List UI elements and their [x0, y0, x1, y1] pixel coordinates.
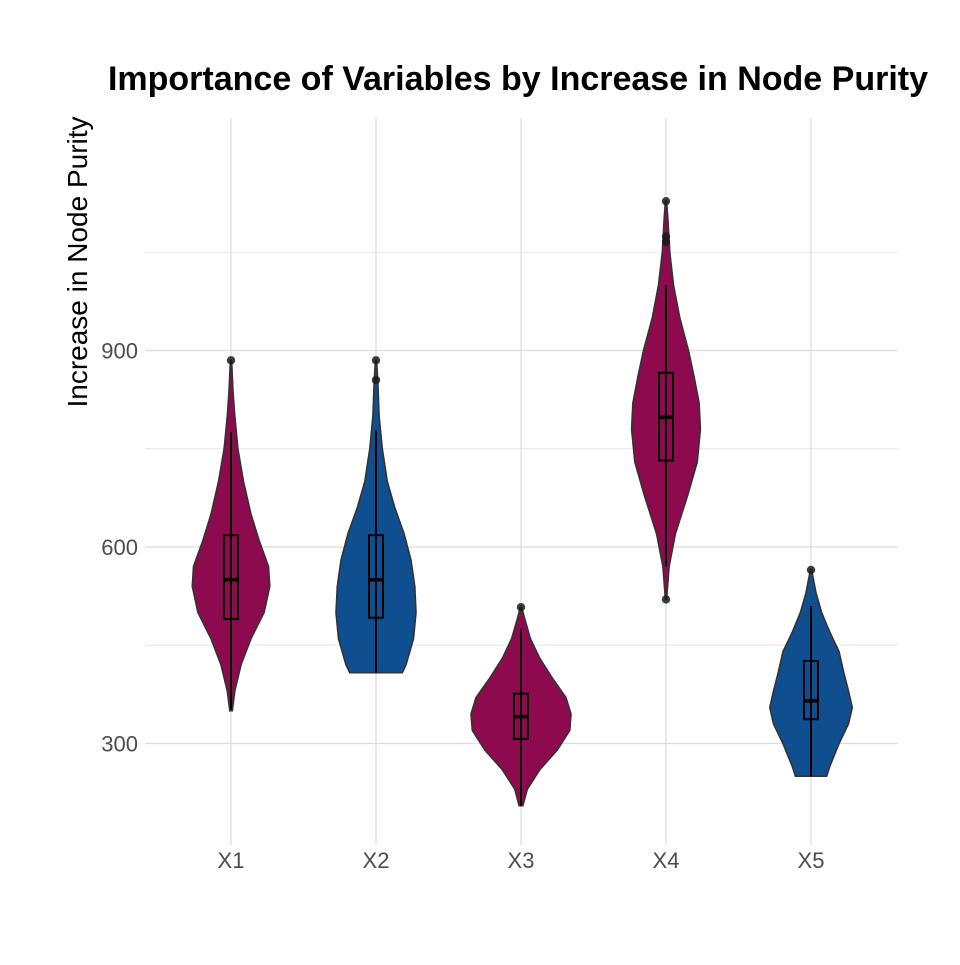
outlier-point [661, 595, 671, 604]
chart-title: Importance of Variables by Increase in N… [108, 60, 928, 98]
outlier-point [371, 356, 381, 365]
y-tick-label: 300 [101, 731, 138, 756]
y-axis-label: Increase in Node Purity [62, 116, 93, 407]
axis-layer: 300 600 900 X1 X2 X3 X4 X5 [101, 339, 824, 873]
outlier-point [806, 565, 816, 575]
y-tick-label: 600 [101, 535, 138, 560]
box-X1 [223, 534, 239, 621]
outlier-point [661, 196, 671, 206]
outlier-point [226, 356, 236, 365]
grid-layer [145, 118, 898, 845]
x-tick-label: X5 [798, 848, 825, 873]
outlier-point [371, 375, 381, 385]
box-X2 [368, 534, 384, 619]
outlier-point [516, 603, 526, 612]
x-tick-label: X2 [363, 848, 390, 873]
y-tick-label: 900 [101, 339, 138, 364]
x-tick-label: X4 [653, 848, 680, 873]
outlier-point [661, 232, 671, 241]
x-tick-label: X3 [508, 848, 535, 873]
violins-layer [191, 196, 854, 807]
x-tick-label: X1 [218, 848, 245, 873]
box-X5 [803, 659, 819, 721]
